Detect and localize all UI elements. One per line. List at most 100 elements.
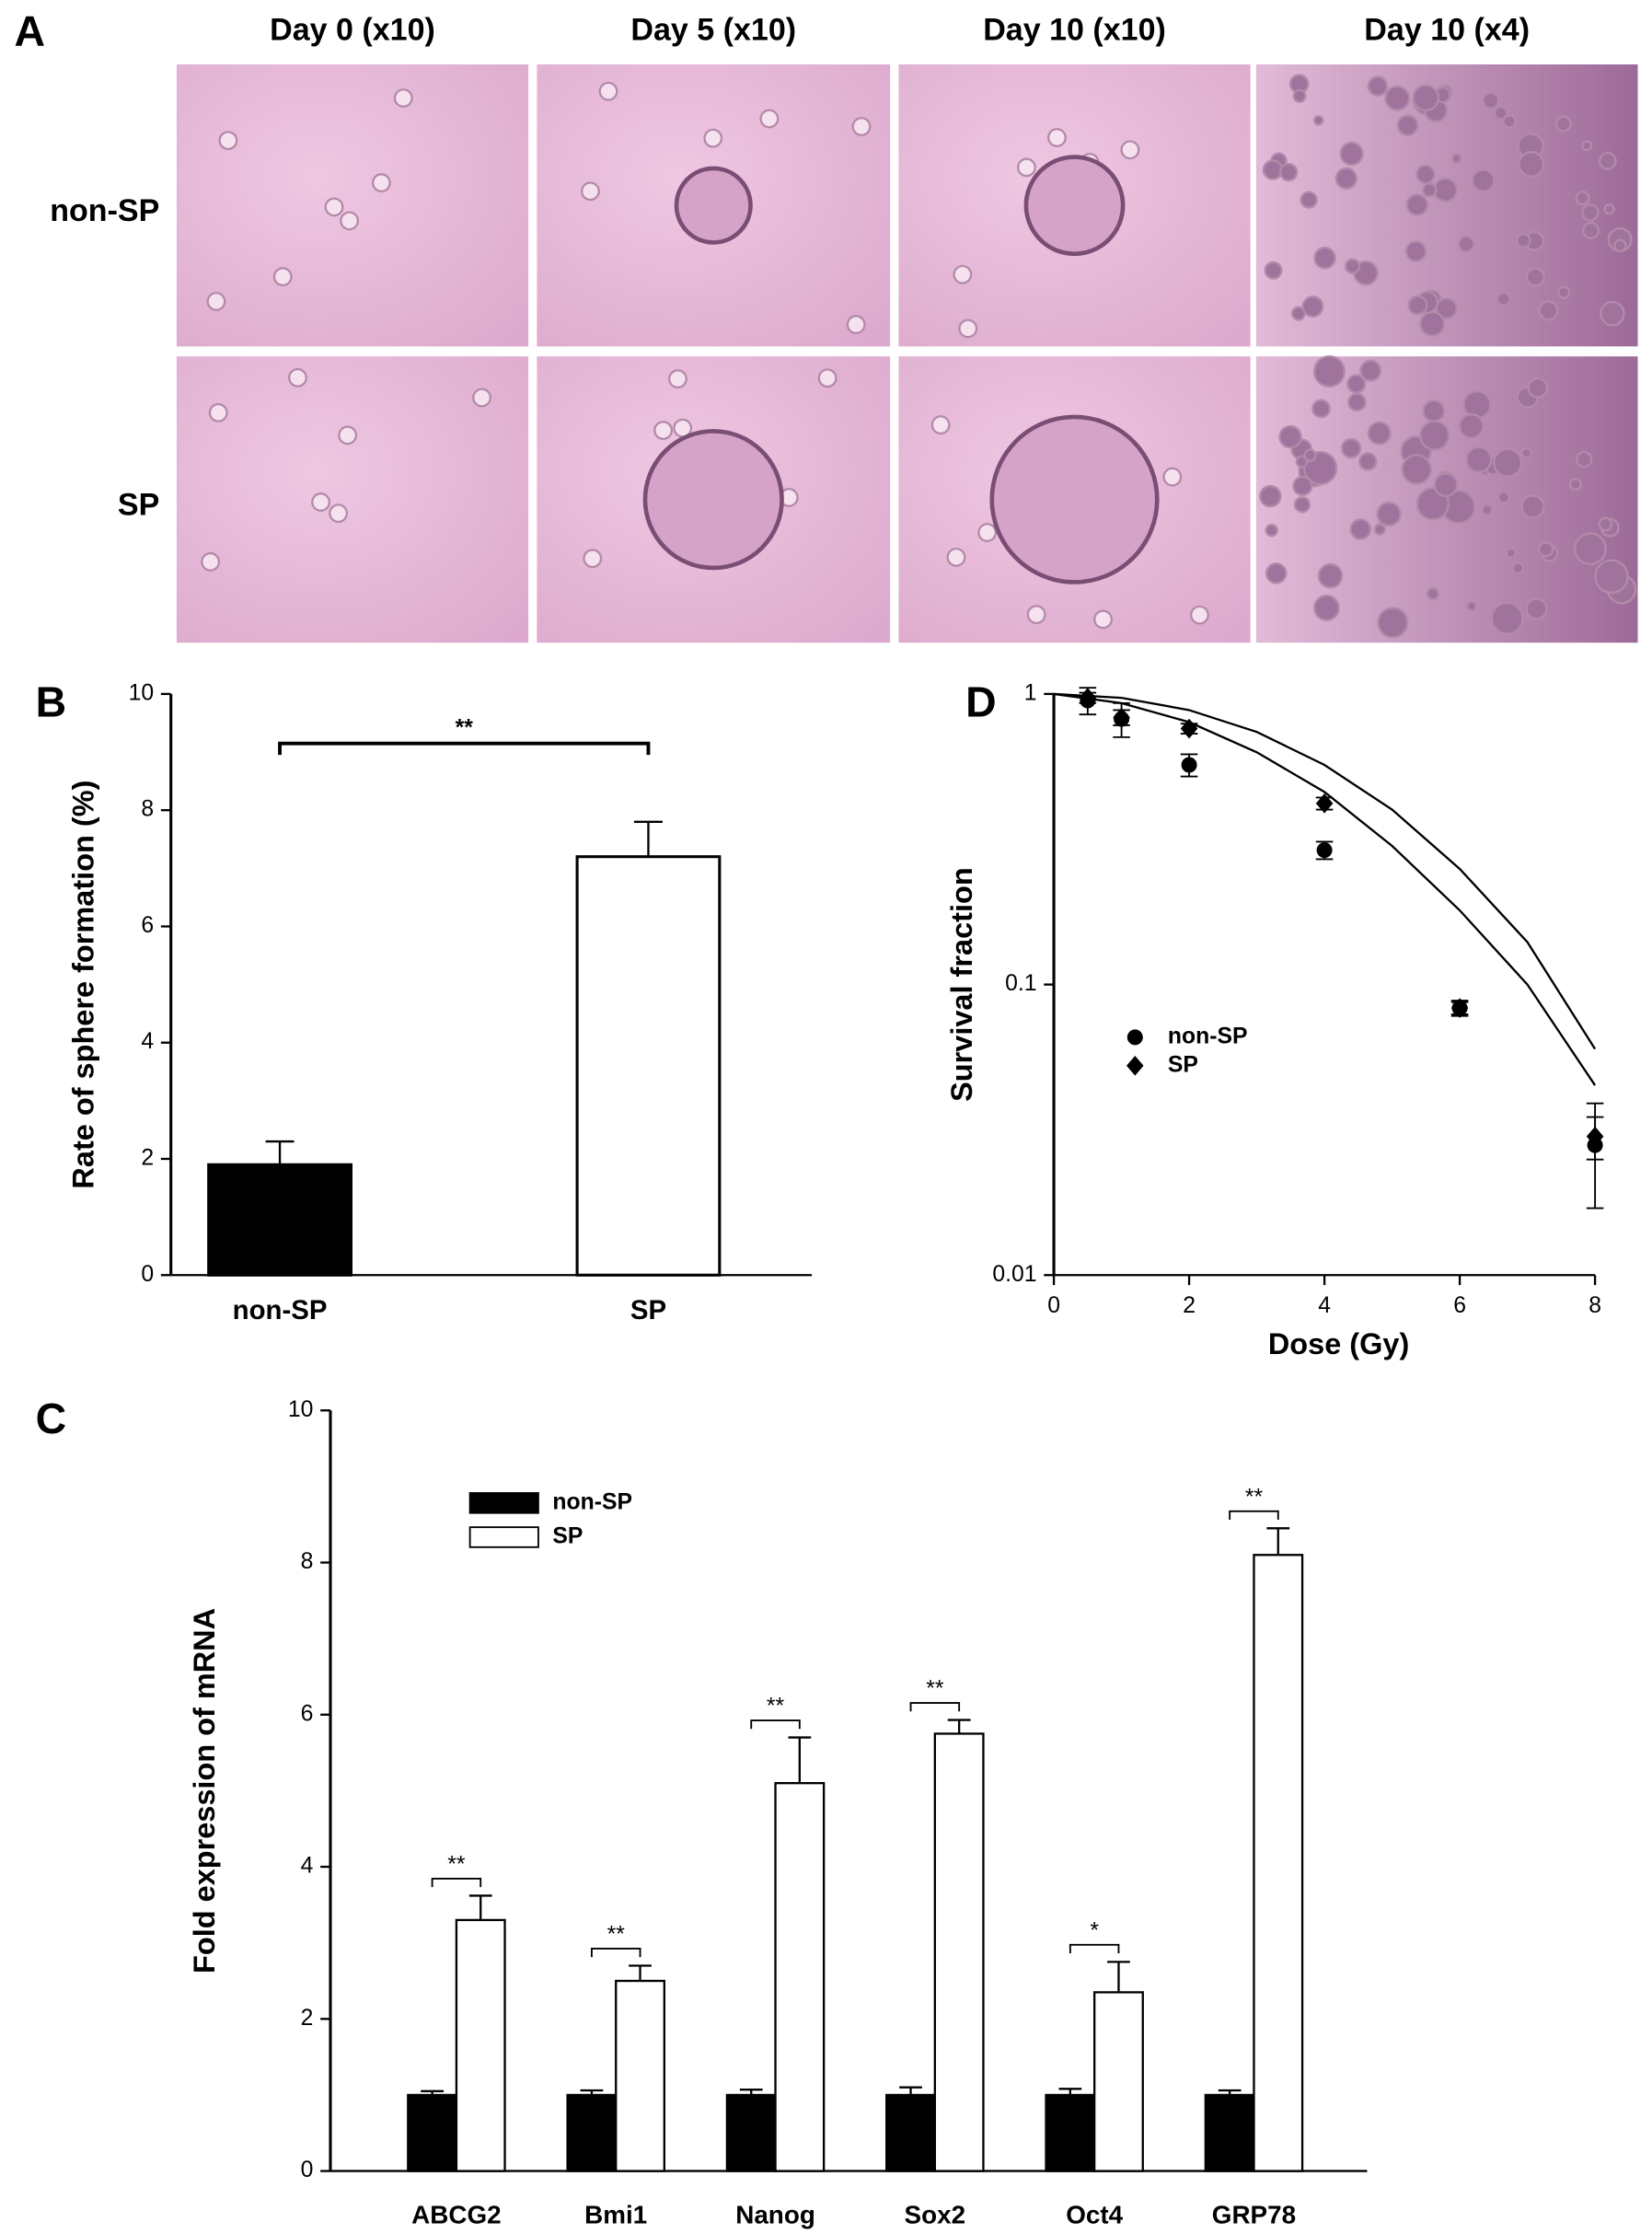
cell — [1594, 559, 1629, 595]
cell — [846, 315, 866, 335]
bracket — [909, 1702, 961, 1712]
bar — [725, 2093, 777, 2172]
error-bar — [947, 1719, 971, 1734]
cell — [1345, 258, 1361, 274]
cell — [1279, 162, 1299, 182]
cell — [958, 318, 978, 339]
cell — [1347, 392, 1367, 412]
cell — [653, 421, 674, 441]
cell — [1493, 447, 1523, 478]
x-tick-label: SP — [630, 1295, 666, 1325]
cell — [817, 368, 838, 388]
point — [1079, 688, 1097, 708]
significance-label: ** — [767, 1695, 785, 1719]
legend-label: non-SP — [552, 1489, 632, 1514]
cell — [703, 128, 723, 148]
cell — [598, 81, 618, 101]
cell — [1518, 151, 1545, 178]
micrograph — [176, 64, 529, 347]
point — [1181, 757, 1197, 773]
cell — [329, 504, 349, 524]
cell — [1407, 295, 1428, 316]
column-label: Day 0 (x10) — [270, 12, 435, 47]
x-tick-label: Sox2 — [905, 2200, 966, 2228]
bracket — [1229, 1510, 1279, 1521]
bar — [566, 2093, 618, 2172]
x-tick-label: Oct4 — [1066, 2200, 1123, 2228]
cell — [472, 388, 492, 408]
cell — [1527, 376, 1549, 399]
micrograph — [537, 64, 891, 347]
cell — [1046, 128, 1067, 147]
bar — [774, 1782, 826, 2172]
cell — [1264, 260, 1283, 280]
fit-curve — [1053, 692, 1597, 1086]
bar — [407, 2093, 458, 2172]
legend-swatch — [468, 1526, 539, 1548]
column-label: Day 10 (x4) — [1364, 12, 1530, 47]
cell — [338, 425, 358, 446]
cell — [1301, 295, 1324, 318]
point — [1450, 998, 1469, 1018]
point — [1586, 1126, 1604, 1147]
cell — [1367, 421, 1392, 446]
x-tick-label: GRP78 — [1212, 2200, 1296, 2228]
cell — [759, 109, 780, 129]
cell — [851, 117, 872, 136]
cell — [1303, 448, 1317, 462]
y-tick-label: 0 — [141, 1262, 154, 1287]
x-tick-label: 0 — [1047, 1293, 1060, 1318]
cell — [1259, 484, 1282, 508]
error-bar — [468, 1894, 492, 1920]
cell — [206, 292, 226, 311]
sphere — [642, 429, 784, 571]
cell — [1511, 561, 1525, 575]
column-label: Day 5 (x10) — [630, 12, 796, 47]
x-tick-label: non-SP — [233, 1295, 328, 1325]
micrograph — [1255, 354, 1638, 643]
legend-label: non-SP — [1168, 1024, 1248, 1048]
y-axis-label: Rate of sphere formation (%) — [66, 781, 99, 1189]
cell — [1575, 191, 1590, 206]
panel-label: C — [36, 1395, 67, 1442]
significance-label: ** — [1245, 1485, 1264, 1510]
cell — [1419, 420, 1450, 451]
cell — [1433, 472, 1459, 498]
cell — [1582, 222, 1600, 239]
x-tick-label: 2 — [1183, 1293, 1196, 1318]
column-label: Day 10 (x10) — [983, 12, 1166, 47]
cell — [1357, 452, 1378, 471]
cell — [1466, 600, 1478, 612]
y-tick-label: 6 — [141, 913, 154, 938]
cell — [977, 523, 998, 542]
cell — [1292, 88, 1307, 103]
error-bar — [1218, 2089, 1242, 2095]
cell — [1613, 238, 1627, 253]
cell — [208, 402, 228, 422]
x-tick-label: 4 — [1318, 1293, 1331, 1318]
cell — [1457, 235, 1475, 253]
cell — [1581, 140, 1593, 152]
micrograph — [537, 356, 891, 643]
cell — [1516, 233, 1531, 249]
bar — [455, 1918, 506, 2172]
error-bar — [1107, 1961, 1130, 1993]
bar — [1045, 2093, 1096, 2172]
cell — [1265, 562, 1288, 585]
cell — [218, 131, 238, 151]
cell — [1093, 609, 1113, 630]
cell — [1525, 267, 1545, 287]
x-tick-label: 6 — [1453, 1293, 1466, 1318]
sphere — [674, 166, 753, 245]
cell — [1422, 182, 1438, 198]
fit-curve — [1054, 692, 1597, 1050]
cell — [1346, 374, 1367, 394]
cell — [393, 88, 413, 108]
x-tick-label: ABCG2 — [411, 2200, 501, 2228]
cell — [1502, 114, 1517, 129]
sphere — [1023, 155, 1126, 257]
cell — [1295, 455, 1309, 469]
cell — [1162, 467, 1183, 487]
cell — [1538, 541, 1554, 558]
